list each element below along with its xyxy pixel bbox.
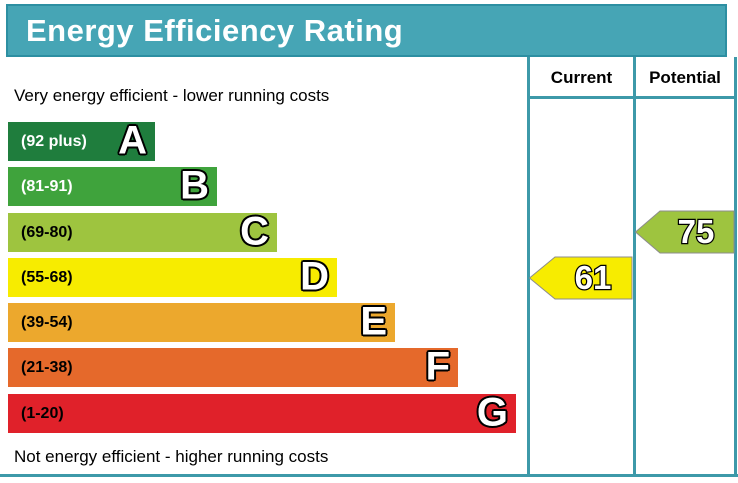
band-row-g: (1-20) G bbox=[8, 389, 516, 434]
current-rating-value: 61 bbox=[575, 259, 612, 296]
column-divider-left bbox=[527, 57, 530, 477]
band-row-f: (21-38) F bbox=[8, 343, 458, 388]
band-range-c: (69-80) bbox=[21, 223, 73, 241]
band-letter-c: C bbox=[240, 208, 269, 253]
potential-arrow-shape bbox=[635, 210, 735, 254]
band-range-b: (81-91) bbox=[21, 177, 73, 195]
column-divider-right bbox=[734, 57, 737, 477]
band-range-e: (39-54) bbox=[21, 313, 73, 331]
band-letter-g: G bbox=[476, 389, 508, 434]
title-bar: Energy Efficiency Rating bbox=[6, 4, 727, 57]
band-row-d: (55-68) D bbox=[8, 253, 337, 298]
band-range-f: (21-38) bbox=[21, 358, 73, 376]
band-range-a: (92 plus) bbox=[21, 132, 87, 150]
current-arrow-shape bbox=[529, 256, 633, 300]
band-letter-b: B bbox=[180, 162, 209, 207]
potential-rating-value: 75 bbox=[678, 213, 715, 250]
page-title: Energy Efficiency Rating bbox=[26, 12, 404, 48]
band-row-e: (39-54) E bbox=[8, 298, 395, 343]
current-column-header: Current bbox=[550, 68, 613, 87]
band-range-g: (1-20) bbox=[21, 404, 64, 422]
top-caption: Very energy efficient - lower running co… bbox=[14, 86, 330, 105]
band-row-a: (92 plus) A bbox=[8, 117, 155, 162]
band-letter-f: F bbox=[425, 343, 450, 388]
band-letter-e: E bbox=[360, 298, 387, 343]
bottom-border bbox=[0, 474, 738, 477]
band-letter-d: D bbox=[300, 253, 329, 298]
band-row-c: (69-80) C bbox=[8, 208, 277, 253]
bottom-caption: Not energy efficient - higher running co… bbox=[14, 447, 329, 466]
band-letter-a: A bbox=[118, 117, 147, 162]
potential-column-header: Potential bbox=[649, 68, 721, 87]
band-range-d: (55-68) bbox=[21, 268, 73, 286]
potential-rating-arrow: 75 bbox=[635, 210, 735, 254]
header-underline bbox=[527, 96, 737, 99]
current-rating-arrow: 61 bbox=[529, 256, 633, 300]
band-row-b: (81-91) B bbox=[8, 162, 217, 207]
column-divider-middle bbox=[633, 57, 636, 477]
